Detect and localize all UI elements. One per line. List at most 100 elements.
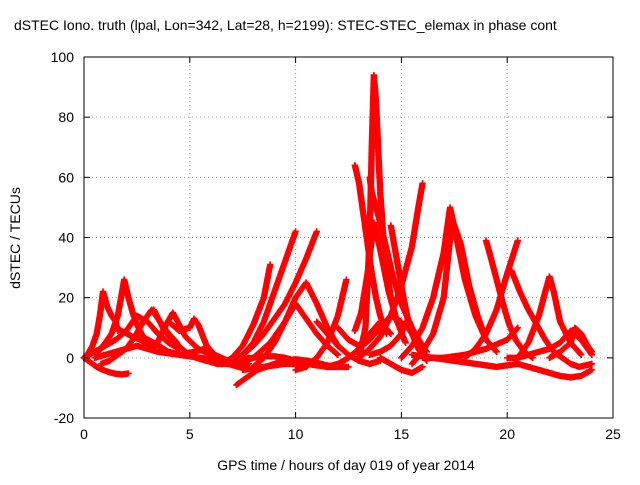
data-marker-run: [129, 333, 150, 346]
data-marker-run: [235, 355, 256, 368]
data-marker-run: [374, 144, 384, 195]
series-arc: [377, 354, 426, 377]
data-point: [419, 363, 426, 371]
data-marker-run: [133, 330, 156, 346]
data-marker-run: [499, 300, 513, 327]
data-marker-run: [351, 310, 364, 334]
data-marker-run: [165, 318, 182, 334]
data-marker-run: [370, 219, 384, 252]
data-marker-run: [516, 288, 531, 312]
data-marker-run: [250, 295, 267, 328]
data-marker-run: [419, 295, 436, 331]
data-marker-run: [345, 346, 362, 361]
data-marker-run: [161, 327, 178, 345]
data-marker-run: [419, 331, 436, 355]
data-marker-run: [106, 352, 120, 364]
y-tick-label: 0: [66, 350, 74, 366]
data-marker-run: [313, 300, 330, 330]
data-marker-run: [89, 331, 100, 349]
data-marker-run: [260, 340, 277, 361]
data-marker-run: [461, 346, 478, 361]
data-marker-run: [449, 216, 464, 246]
data-marker-run: [250, 331, 267, 349]
data-marker-run: [112, 343, 139, 355]
data-point: [588, 360, 596, 368]
data-marker-run: [383, 246, 396, 279]
data-point: [345, 363, 352, 371]
data-marker-run: [144, 318, 161, 336]
data-point: [292, 228, 299, 235]
data-marker-run: [260, 316, 277, 337]
data-marker-run: [482, 307, 500, 337]
data-point: [125, 370, 132, 377]
data-point: [514, 237, 521, 244]
data-marker-run: [571, 324, 584, 337]
y-tick-label: 80: [58, 109, 74, 125]
data-marker-run: [281, 295, 299, 325]
series-arc: [292, 276, 350, 374]
data-point: [588, 366, 596, 374]
x-tick-label: 0: [80, 426, 88, 442]
ticks: 0 5 10 15 20 25 -20 0 20 40 60 80 100: [51, 49, 621, 442]
x-tick-label: 20: [499, 426, 515, 442]
y-tick-label: -20: [54, 410, 74, 426]
data-marker-run: [271, 319, 288, 346]
data-marker-run: [506, 321, 519, 342]
y-tick-label: 100: [51, 49, 75, 65]
series-arc: [355, 180, 426, 361]
data-marker-run: [351, 162, 362, 186]
data-marker-run: [387, 283, 405, 319]
data-marker-run: [398, 244, 415, 289]
data-markers: [80, 71, 596, 389]
data-marker-run: [281, 229, 299, 265]
series-arc: [408, 216, 490, 368]
data-marker-run: [487, 252, 500, 282]
data-marker-run: [556, 340, 573, 355]
series-arc: [514, 360, 596, 381]
data-marker-run: [303, 355, 319, 371]
data-marker-run: [535, 289, 549, 319]
series-arc: [419, 324, 521, 361]
y-tick-label: 60: [58, 169, 74, 185]
data-marker-run: [324, 330, 341, 348]
data-marker-run: [233, 379, 243, 389]
data-marker-run: [556, 328, 573, 346]
data-marker-run: [398, 343, 415, 361]
x-tick-label: 15: [394, 426, 410, 442]
data-marker-run: [250, 355, 266, 371]
data-marker-run: [334, 324, 351, 342]
data-marker-run: [457, 240, 472, 288]
series-arc: [324, 312, 405, 371]
data-marker-run: [370, 71, 380, 104]
data-point: [267, 261, 274, 268]
data-marker-run: [355, 180, 367, 216]
data-marker-run: [125, 294, 136, 315]
data-point: [402, 339, 409, 346]
data-point: [419, 180, 426, 187]
data-marker-run: [377, 313, 394, 340]
x-tick-label: 10: [288, 426, 304, 442]
data-marker-run: [203, 342, 220, 360]
data-marker-run: [525, 313, 542, 346]
data-marker-run: [150, 339, 171, 355]
data-marker-run: [362, 235, 373, 331]
data-marker-run: [171, 339, 188, 355]
data-marker-run: [482, 337, 510, 352]
data-marker-run: [150, 306, 167, 333]
series-arc: [546, 324, 596, 361]
data-marker-run: [429, 250, 447, 301]
data-marker-run: [334, 342, 351, 358]
data-marker-run: [355, 346, 372, 361]
data-marker-run: [372, 98, 382, 150]
data-point: [493, 348, 500, 356]
data-point: [578, 351, 585, 359]
data-marker-run: [313, 340, 330, 361]
data-marker-run: [313, 318, 330, 336]
data-marker-run: [429, 295, 447, 337]
y-tick-label: 20: [58, 290, 74, 306]
data-marker-run: [182, 333, 201, 352]
y-tick-label: 40: [58, 230, 74, 246]
data-marker-run: [440, 217, 456, 301]
